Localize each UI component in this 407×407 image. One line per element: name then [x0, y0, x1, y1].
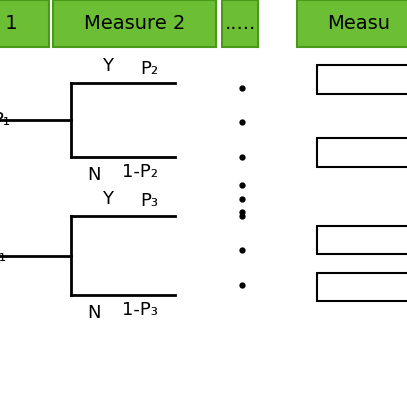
Text: Y: Y: [102, 57, 114, 75]
Text: N: N: [88, 166, 101, 184]
Text: .....: .....: [225, 14, 256, 33]
Text: Y: Y: [102, 190, 114, 208]
Text: P₁: P₁: [0, 111, 10, 129]
FancyBboxPatch shape: [53, 0, 216, 47]
Text: Measu: Measu: [327, 14, 389, 33]
Text: 1: 1: [0, 14, 18, 33]
Text: 1-P₃: 1-P₃: [122, 301, 158, 319]
Text: N: N: [88, 304, 101, 322]
FancyBboxPatch shape: [222, 0, 258, 47]
Text: Measure 2: Measure 2: [83, 14, 185, 33]
Bar: [317, 138, 407, 167]
Text: P₃: P₃: [140, 193, 158, 210]
Bar: [317, 65, 407, 94]
Bar: [317, 273, 407, 301]
FancyBboxPatch shape: [0, 0, 49, 47]
Text: P₁: P₁: [0, 247, 6, 265]
Text: P₂: P₂: [140, 60, 159, 78]
Text: 1-P₂: 1-P₂: [122, 163, 158, 181]
Bar: [317, 226, 407, 254]
FancyBboxPatch shape: [297, 0, 407, 47]
